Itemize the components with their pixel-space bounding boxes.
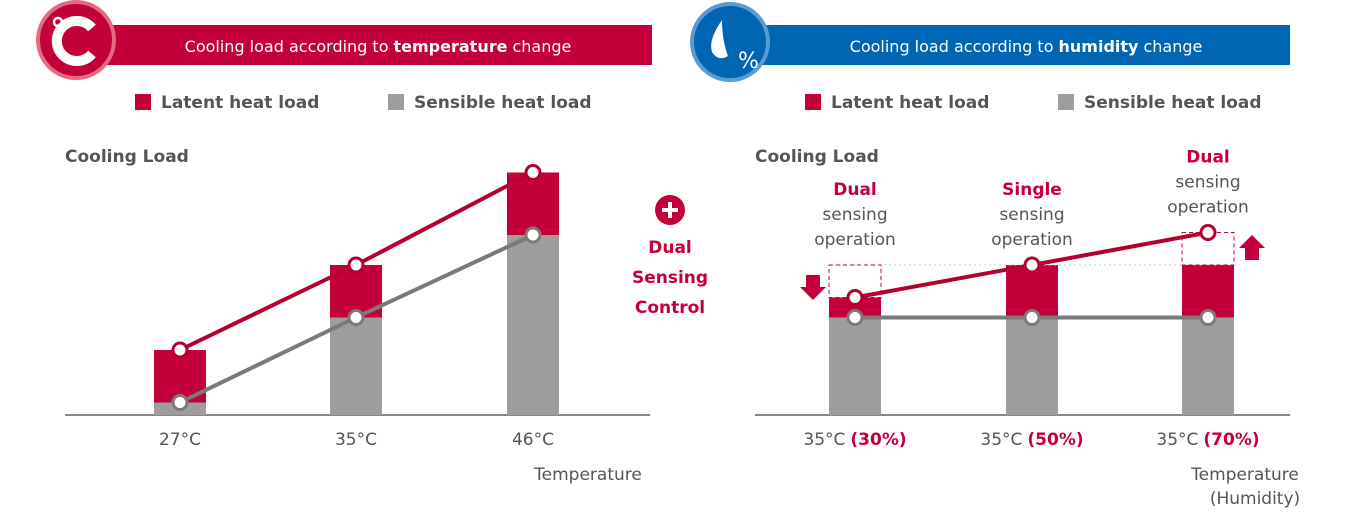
bar-segment xyxy=(330,317,382,415)
x-tick-label: 35°C xyxy=(335,430,377,450)
annotation: Sensing xyxy=(632,268,708,288)
x-tick-label: 35°C (50%) xyxy=(980,430,1083,450)
line-marker xyxy=(1023,309,1041,326)
header-title: Cooling load according to humidity change xyxy=(850,37,1203,56)
annotation: sensing xyxy=(822,205,887,225)
y-axis-label: Cooling Load xyxy=(65,147,189,167)
annotation-bold: Dual xyxy=(1186,148,1230,168)
title-part: change xyxy=(512,37,571,56)
category-note: (70%) xyxy=(1203,430,1259,450)
annotation: sensing xyxy=(999,205,1064,225)
header-bar xyxy=(762,25,1290,65)
annotation: sensing xyxy=(1175,173,1240,193)
header-bar xyxy=(100,25,652,65)
bar-segment xyxy=(1182,265,1234,318)
x-axis-label: (Humidity) xyxy=(1210,489,1300,509)
annotation: operation xyxy=(814,230,896,250)
y-axis-label: Cooling Load xyxy=(755,147,879,167)
annotation: operation xyxy=(991,230,1073,250)
legend-swatch xyxy=(1058,94,1074,110)
up-arrow xyxy=(1239,235,1265,260)
line-marker xyxy=(1023,256,1041,274)
legend-swatch xyxy=(388,94,404,110)
category-note: (30%) xyxy=(850,430,906,450)
icon-percent: % xyxy=(738,49,759,74)
bar-segment xyxy=(829,317,881,415)
title-part: temperature xyxy=(394,37,508,56)
category: 35°C xyxy=(980,430,1022,450)
line-marker xyxy=(524,164,542,181)
icon-c xyxy=(51,16,96,66)
annotation: Control xyxy=(635,298,705,318)
x-tick-label: 46°C xyxy=(512,430,554,450)
category: 35°C xyxy=(1156,430,1198,450)
humidity-icon xyxy=(690,2,770,82)
title-part: Cooling load according to xyxy=(850,37,1054,56)
legend-swatch xyxy=(805,94,821,110)
temperature-icon xyxy=(36,0,116,80)
bar-segment xyxy=(1182,317,1234,415)
legend-label: Sensible heat load xyxy=(1084,93,1262,113)
x-axis-label: Temperature xyxy=(1190,465,1299,485)
bar-segment xyxy=(507,235,559,415)
category-note: (50%) xyxy=(1027,430,1083,450)
header-title: Cooling load according to temperature chan… xyxy=(185,37,572,56)
title-part: change xyxy=(1143,37,1202,56)
annotation-bold: Single xyxy=(1002,180,1062,200)
line-marker xyxy=(171,341,189,359)
line-marker xyxy=(524,226,542,244)
x-tick-label: 35°C (30%) xyxy=(803,430,906,450)
down-arrow xyxy=(800,275,826,300)
annotation-bold: Dual xyxy=(833,180,877,200)
legend-label: Sensible heat load xyxy=(414,93,592,113)
annotation: operation xyxy=(1167,198,1249,218)
annotation: Dual xyxy=(648,238,692,258)
legend-label: Latent heat load xyxy=(161,93,319,113)
x-tick-label: 27°C xyxy=(159,430,201,450)
category: 35°C xyxy=(803,430,845,450)
title-part: humidity xyxy=(1059,37,1140,56)
line-marker xyxy=(171,394,189,411)
category: 46°C xyxy=(512,430,554,450)
plus-sign xyxy=(662,202,678,218)
line-marker xyxy=(846,309,864,326)
title-part: Cooling load according to xyxy=(185,37,389,56)
line-marker xyxy=(347,256,365,274)
line-marker xyxy=(846,289,864,306)
x-tick-label: 35°C (70%) xyxy=(1156,430,1259,450)
category: 27°C xyxy=(159,430,201,450)
bar-segment xyxy=(829,297,881,318)
x-axis-label: Temperature xyxy=(533,465,642,485)
bar-segment xyxy=(1006,317,1058,415)
line-marker xyxy=(1199,309,1217,326)
line-marker xyxy=(1199,224,1217,241)
bar-segment xyxy=(1006,265,1058,318)
legend-swatch xyxy=(135,94,151,110)
line-marker xyxy=(347,309,365,326)
category: 35°C xyxy=(335,430,377,450)
legend-label: Latent heat load xyxy=(831,93,989,113)
icon-degree xyxy=(52,16,64,28)
icon-drop xyxy=(711,20,728,59)
